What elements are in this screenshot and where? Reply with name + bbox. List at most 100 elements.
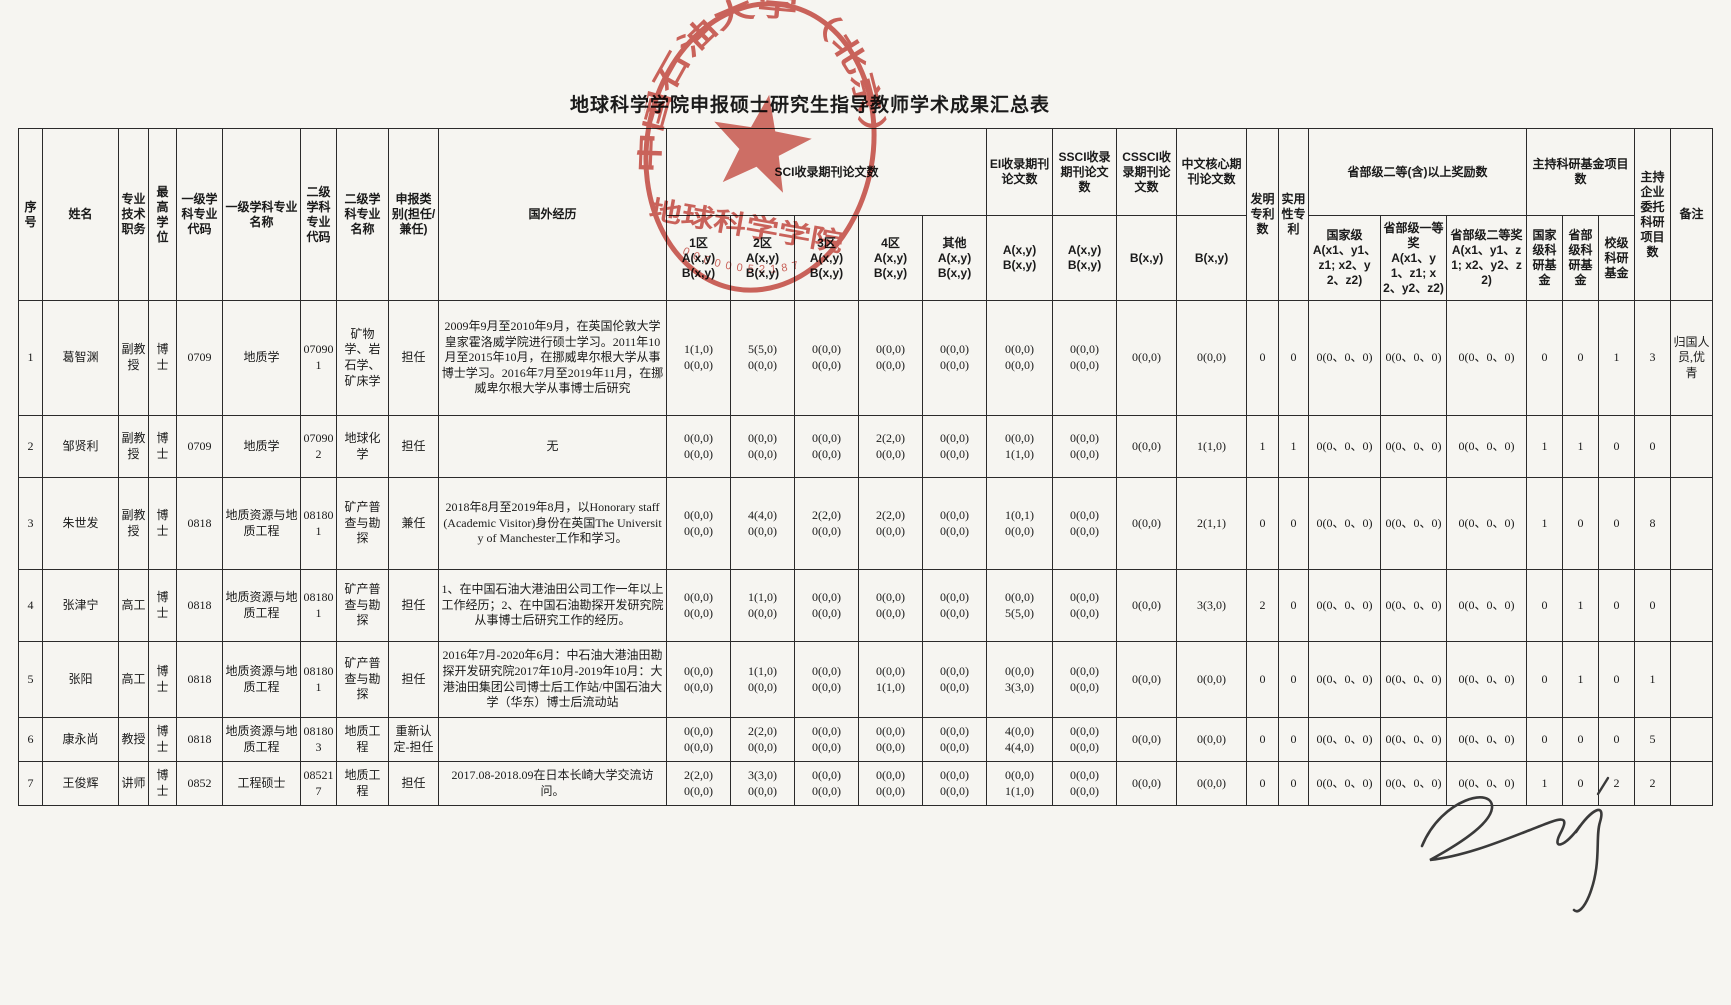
cell-awardNat: 0(0、0、0) [1308, 300, 1382, 416]
cell-fundNat: 0 [1526, 641, 1564, 718]
cell-cssci: 0(0,0) [1116, 641, 1178, 718]
col-group-sci: SCI收录期刊论文数 [665, 128, 988, 216]
cell-job: 教授 [118, 717, 149, 762]
cell-major1: 地质学 [222, 415, 301, 478]
cell-overseas: 无 [438, 415, 667, 478]
cell-awardNat: 0(0、0、0) [1308, 641, 1382, 718]
table-row: 6 康永尚 教授 博士 0818 地质资源与地质工程 081803 地质工程 重新认定-担任 0(… [18, 717, 1714, 762]
cell-no: 4 [18, 569, 43, 642]
cell-fundProv: 0 [1562, 477, 1600, 570]
cell-invention: 1 [1246, 415, 1280, 478]
cell-sci4: 0(0,0) 1(1,0) [858, 641, 923, 718]
cell-awardP1: 0(0、0、0) [1380, 477, 1448, 570]
cell-awardP2: 0(0、0、0) [1446, 717, 1528, 762]
cell-sci2: 4(4,0) 0(0,0) [730, 477, 795, 570]
cell-type: 担任 [388, 761, 439, 806]
cell-enterprise: 2 [1634, 761, 1672, 806]
cell-utility: 0 [1278, 717, 1310, 762]
cell-no: 1 [18, 300, 43, 416]
cell-sci2: 3(3,0) 0(0,0) [730, 761, 795, 806]
cell-remark [1670, 641, 1714, 718]
cell-type: 担任 [388, 415, 439, 478]
cell-sci3: 0(0,0) 0(0,0) [794, 717, 859, 762]
col-header-sci4: 4区 A(x,y) B(x,y) [858, 215, 923, 301]
cell-code2: 081801 [300, 477, 337, 570]
cell-ssci: 0(0,0) 0(0,0) [1052, 641, 1118, 718]
cell-sciOther: 0(0,0) 0(0,0) [921, 717, 988, 762]
cell-cssci: 0(0,0) [1116, 717, 1178, 762]
col-header-core-sub: B(x,y) [1176, 215, 1248, 301]
cell-cssci: 0(0,0) [1116, 761, 1178, 806]
cell-code1: 0709 [176, 300, 223, 416]
cell-type: 担任 [388, 641, 439, 718]
col-header-job: 专业技术职务 [118, 128, 149, 301]
cell-utility: 0 [1278, 300, 1310, 416]
col-header-cssci-sub: B(x,y) [1116, 215, 1178, 301]
cell-ei: 0(0,0) 3(3,0) [986, 641, 1054, 718]
cell-ssci: 0(0,0) 0(0,0) [1052, 415, 1118, 478]
cell-sci3: 0(0,0) 0(0,0) [794, 761, 859, 806]
col-header-award-national: 国家级 A(x1、y1、z1; x2、y2、z2) [1308, 215, 1382, 301]
col-header-major1: 一级学科专业名称 [222, 128, 301, 301]
cell-degree: 博士 [148, 761, 177, 806]
cell-fundNat: 0 [1526, 717, 1564, 762]
cell-name: 张阳 [42, 641, 119, 718]
cell-core: 3(3,0) [1176, 569, 1248, 642]
col-header-major2: 二级学科专业名称 [336, 128, 389, 301]
cell-code1: 0818 [176, 641, 223, 718]
cell-type: 重新认定-担任 [388, 717, 439, 762]
cell-invention: 2 [1246, 569, 1280, 642]
cell-sci1: 0(0,0) 0(0,0) [666, 569, 731, 642]
col-header-award-prov1: 省部级一等奖 A(x1、y1、z1; x2、y2、z2) [1380, 215, 1448, 301]
table-row: 3 朱世发 副教授 博士 0818 地质资源与地质工程 081801 矿产普查与勘探 兼任 201… [18, 477, 1714, 570]
cell-major2: 地质工程 [336, 717, 389, 762]
cell-awardNat: 0(0、0、0) [1308, 569, 1382, 642]
col-header-cssci: CSSCI收录期刊论文数 [1116, 128, 1178, 216]
col-header-sci2: 2区 A(x,y) B(x,y) [730, 215, 795, 301]
cell-fundNat: 1 [1526, 477, 1564, 570]
cell-code2: 070901 [300, 300, 337, 416]
cell-sciOther: 0(0,0) 0(0,0) [921, 569, 988, 642]
cell-awardP1: 0(0、0、0) [1380, 717, 1448, 762]
cell-awardP2: 0(0、0、0) [1446, 477, 1528, 570]
cell-cssci: 0(0,0) [1116, 300, 1178, 416]
table-row: 5 张阳 高工 博士 0818 地质资源与地质工程 081801 矿产普查与勘探 担任 2016年… [18, 641, 1714, 718]
cell-job: 高工 [118, 569, 149, 642]
cell-fundSchool: 0 [1598, 477, 1636, 570]
cell-fundNat: 0 [1526, 300, 1564, 416]
cell-major2: 地球化学 [336, 415, 389, 478]
cell-fundSchool: 0 [1598, 415, 1636, 478]
cell-fundNat: 1 [1526, 761, 1564, 806]
cell-core: 0(0,0) [1176, 300, 1248, 416]
cell-utility: 0 [1278, 761, 1310, 806]
cell-sci2: 5(5,0) 0(0,0) [730, 300, 795, 416]
cell-code1: 0818 [176, 569, 223, 642]
cell-code2: 081803 [300, 717, 337, 762]
cell-job: 副教授 [118, 415, 149, 478]
cell-sci2: 1(1,0) 0(0,0) [730, 641, 795, 718]
cell-awardP2: 0(0、0、0) [1446, 415, 1528, 478]
cell-awardNat: 0(0、0、0) [1308, 477, 1382, 570]
cell-major1: 地质资源与地质工程 [222, 641, 301, 718]
col-header-ei-sub: A(x,y) B(x,y) [986, 215, 1054, 301]
cell-job: 高工 [118, 641, 149, 718]
cell-remark [1670, 761, 1714, 806]
cell-enterprise: 1 [1634, 641, 1672, 718]
cell-sci4: 0(0,0) 0(0,0) [858, 300, 923, 416]
cell-overseas: 2017.08-2018.09在日本长崎大学交流访问。 [438, 761, 667, 806]
cell-remark [1670, 415, 1714, 478]
cell-sci1: 1(1,0) 0(0,0) [666, 300, 731, 416]
cell-ssci: 0(0,0) 0(0,0) [1052, 300, 1118, 416]
cell-awardP2: 0(0、0、0) [1446, 641, 1528, 718]
cell-degree: 博士 [148, 717, 177, 762]
col-header-award-prov2: 省部级二等奖 A(x1、y1、z1; x2、y2、z2) [1446, 215, 1528, 301]
cell-sci4: 2(2,0) 0(0,0) [858, 477, 923, 570]
cell-name: 朱世发 [42, 477, 119, 570]
cell-degree: 博士 [148, 477, 177, 570]
col-header-degree: 最高学位 [148, 128, 177, 301]
cell-degree: 博士 [148, 569, 177, 642]
cell-remark [1670, 717, 1714, 762]
cell-fundProv: 0 [1562, 717, 1600, 762]
cell-sciOther: 0(0,0) 0(0,0) [921, 761, 988, 806]
cell-fundNat: 1 [1526, 415, 1564, 478]
